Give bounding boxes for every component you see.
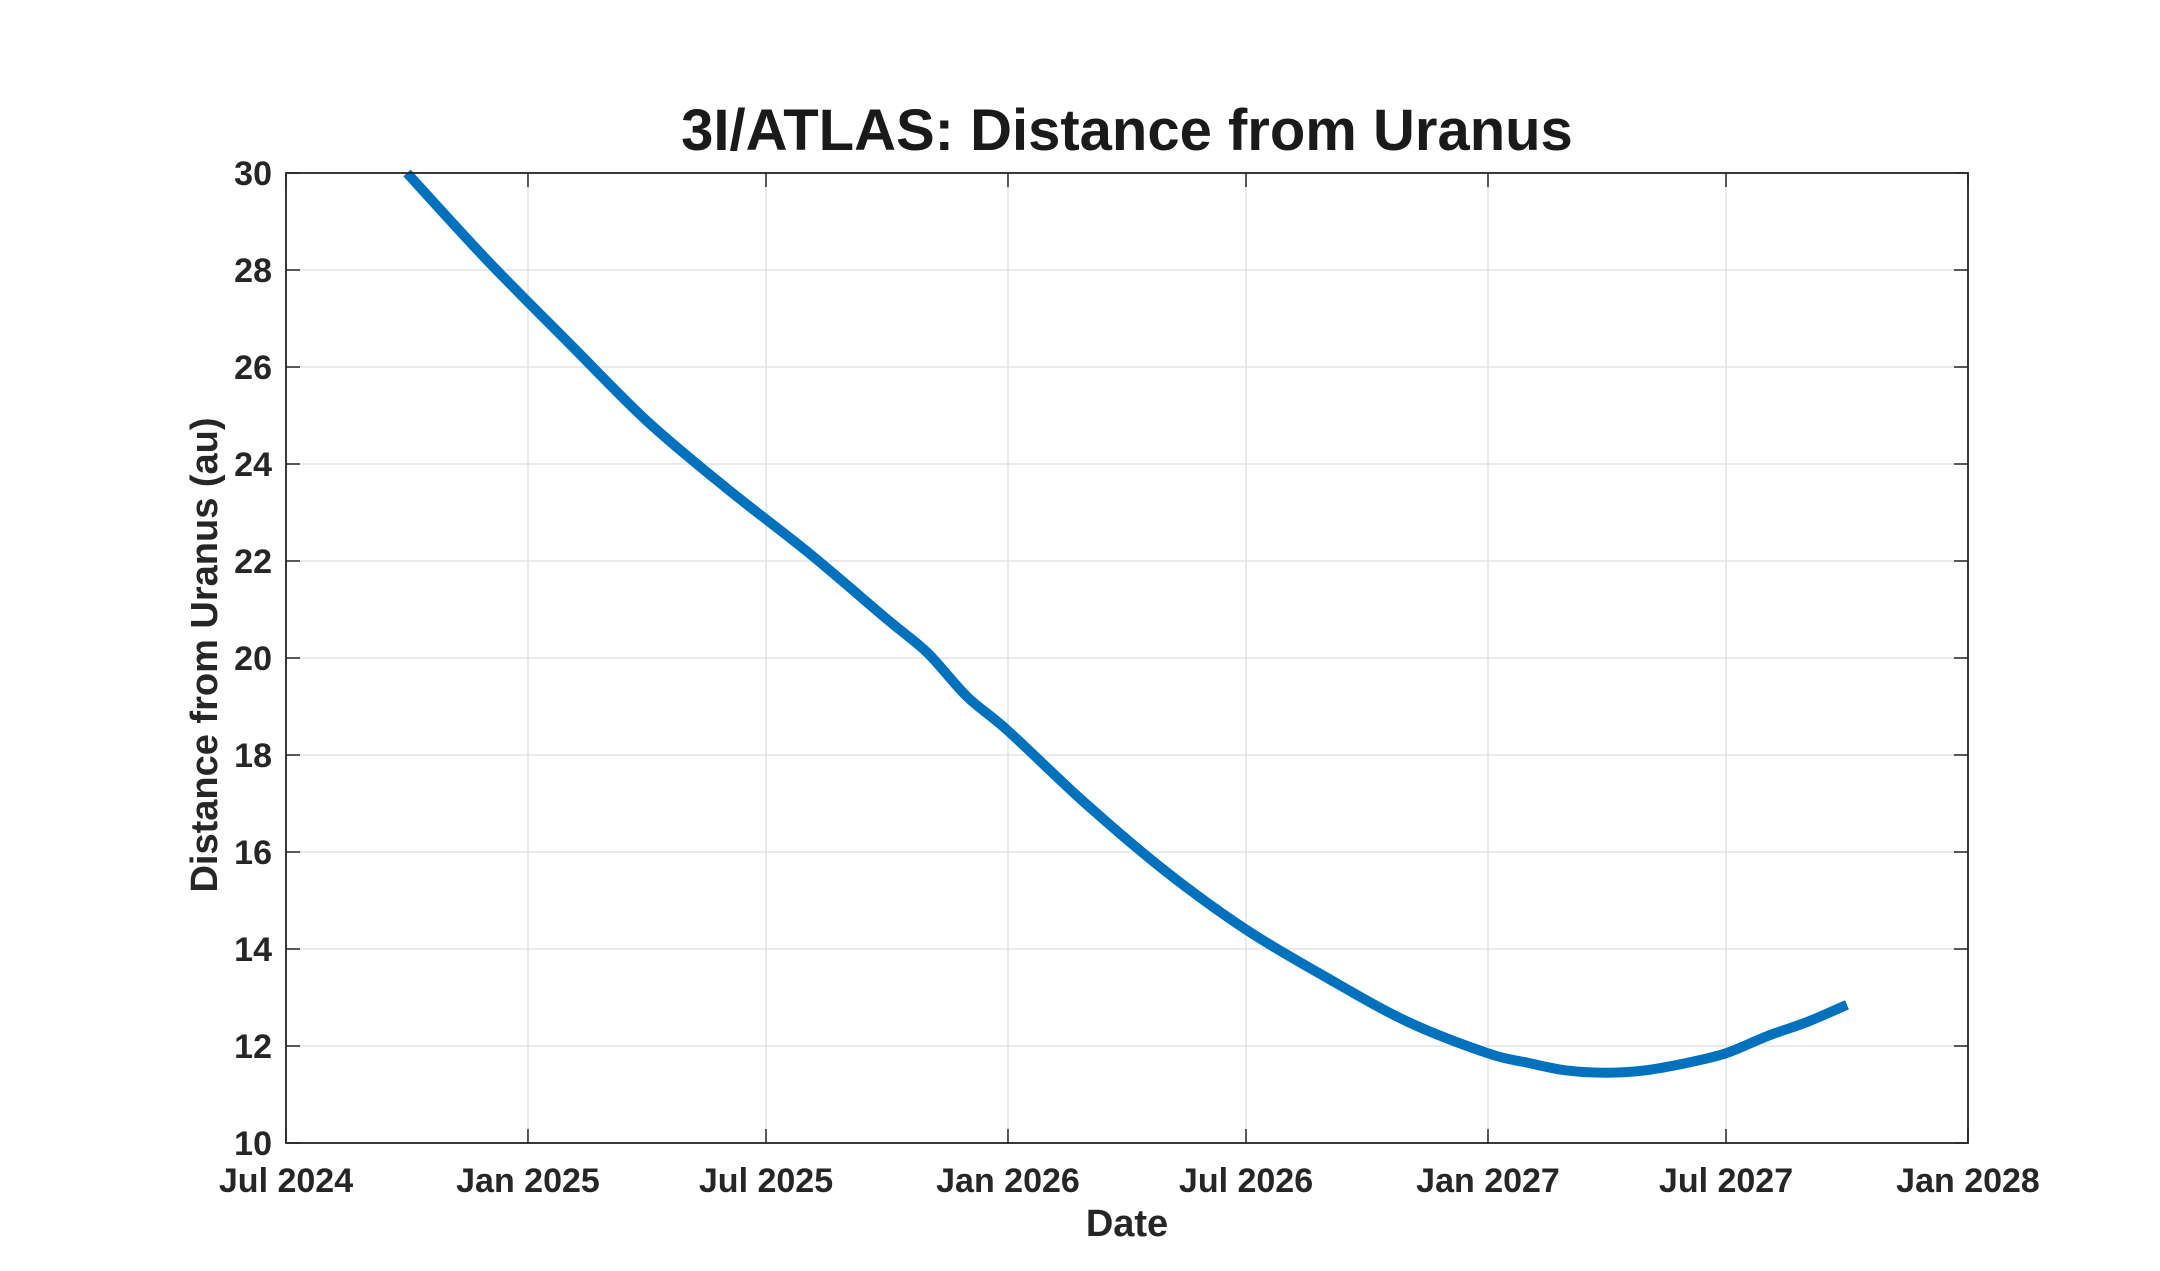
y-tick-labels: 10 12 14 16 18 20 22 24 26 28 30 <box>234 155 272 1163</box>
series-layer <box>403 169 1849 1078</box>
x-tick-label: Jul 2024 <box>219 1162 353 1200</box>
grid-lines <box>285 172 1969 1144</box>
x-tick-label: Jan 2025 <box>456 1162 600 1200</box>
x-tick-labels: Jul 2024 Jan 2025 Jul 2025 Jan 2026 Jul 2026… <box>219 1162 2040 1200</box>
y-tick-label: 14 <box>234 931 272 969</box>
chart-title: 3I/ATLAS: Distance from Uranus <box>681 98 1573 163</box>
x-tick-label: Jan 2027 <box>1416 1162 1560 1200</box>
y-tick-label: 16 <box>234 834 272 872</box>
x-axis-label: Date <box>1086 1203 1168 1245</box>
y-tick-label: 12 <box>234 1028 272 1066</box>
y-axis-label: Distance from Uranus (au) <box>184 417 226 892</box>
tick-marks <box>285 172 1969 1144</box>
x-tick-label: Jul 2025 <box>699 1162 833 1200</box>
y-tick-label: 10 <box>234 1125 272 1163</box>
y-tick-label: 28 <box>234 252 272 290</box>
y-tick-label: 26 <box>234 349 272 387</box>
y-tick-label: 20 <box>234 640 272 678</box>
y-tick-label: 18 <box>234 737 272 775</box>
y-tick-label: 24 <box>234 446 272 484</box>
distance-series-line <box>403 169 1849 1078</box>
y-tick-label: 30 <box>234 155 272 193</box>
y-tick-label: 22 <box>234 543 272 581</box>
x-tick-label: Jan 2028 <box>1896 1162 2040 1200</box>
x-tick-label: Jul 2026 <box>1179 1162 1313 1200</box>
x-tick-label: Jan 2026 <box>936 1162 1080 1200</box>
x-tick-label: Jul 2027 <box>1659 1162 1793 1200</box>
